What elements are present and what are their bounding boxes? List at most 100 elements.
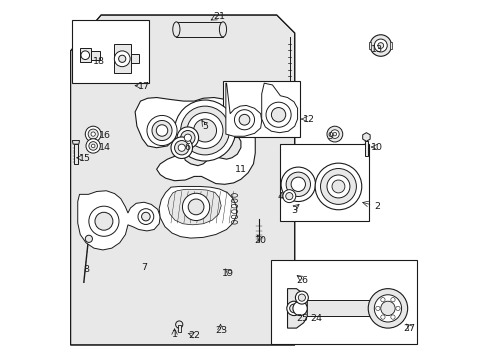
Circle shape (142, 212, 150, 221)
Circle shape (373, 39, 386, 52)
Bar (271, 260, 416, 344)
Circle shape (138, 209, 153, 225)
Circle shape (286, 301, 301, 316)
Circle shape (289, 304, 298, 313)
Circle shape (156, 125, 167, 136)
Circle shape (380, 297, 384, 302)
Circle shape (298, 294, 305, 301)
Circle shape (330, 130, 339, 138)
Text: 19: 19 (222, 269, 234, 278)
Polygon shape (225, 83, 261, 136)
Circle shape (281, 167, 315, 202)
Circle shape (326, 175, 349, 198)
Polygon shape (91, 51, 100, 59)
Text: 8: 8 (83, 265, 89, 274)
Circle shape (88, 129, 98, 139)
Circle shape (271, 108, 285, 122)
Polygon shape (159, 186, 236, 238)
Circle shape (174, 140, 188, 155)
Text: 4: 4 (277, 192, 283, 201)
Text: 25: 25 (295, 314, 307, 323)
Circle shape (147, 116, 177, 145)
Bar (74, 144, 78, 164)
Text: 17: 17 (138, 82, 150, 91)
Circle shape (171, 137, 192, 158)
Polygon shape (167, 189, 221, 225)
Circle shape (177, 127, 198, 148)
Circle shape (285, 193, 292, 200)
Polygon shape (70, 15, 294, 345)
Bar (176, 22, 223, 37)
Circle shape (86, 139, 100, 153)
Text: 11: 11 (234, 165, 246, 174)
Circle shape (320, 168, 356, 204)
Circle shape (119, 55, 125, 62)
Text: 15: 15 (79, 154, 91, 163)
Circle shape (380, 301, 394, 316)
Text: 9: 9 (327, 132, 333, 141)
Circle shape (314, 163, 361, 210)
Circle shape (85, 126, 101, 142)
Polygon shape (287, 289, 306, 328)
Text: 5: 5 (202, 122, 207, 131)
Polygon shape (78, 191, 160, 250)
Ellipse shape (219, 22, 226, 37)
Bar (368, 42, 371, 49)
Polygon shape (261, 83, 297, 133)
Circle shape (282, 190, 295, 203)
Circle shape (285, 172, 310, 197)
Circle shape (326, 126, 342, 142)
Circle shape (180, 131, 195, 145)
Circle shape (187, 113, 223, 148)
Text: 22: 22 (188, 332, 200, 341)
Circle shape (239, 114, 249, 125)
Circle shape (178, 144, 185, 151)
Bar (389, 42, 391, 49)
Circle shape (332, 132, 336, 136)
Circle shape (89, 141, 97, 150)
Circle shape (390, 315, 394, 319)
Polygon shape (362, 133, 369, 141)
Circle shape (180, 106, 229, 155)
Circle shape (91, 144, 95, 148)
Polygon shape (113, 44, 131, 73)
Circle shape (114, 51, 130, 67)
Text: 24: 24 (309, 314, 322, 323)
Bar (364, 141, 367, 156)
Text: 14: 14 (99, 143, 110, 152)
Polygon shape (80, 48, 91, 62)
Circle shape (265, 102, 290, 127)
Circle shape (193, 119, 216, 142)
Circle shape (85, 235, 92, 242)
Bar (294, 300, 400, 316)
Circle shape (174, 100, 235, 161)
Text: 13: 13 (370, 45, 383, 54)
Circle shape (373, 295, 401, 322)
Circle shape (184, 134, 191, 141)
Text: 6: 6 (184, 143, 190, 152)
Text: 18: 18 (93, 57, 105, 66)
Circle shape (390, 297, 394, 302)
Bar (279, 144, 368, 221)
Circle shape (380, 315, 384, 319)
Circle shape (369, 35, 391, 56)
Text: 27: 27 (403, 324, 415, 333)
Circle shape (188, 199, 203, 215)
Text: 26: 26 (295, 276, 307, 285)
Ellipse shape (172, 22, 180, 37)
Text: 12: 12 (303, 115, 314, 124)
Polygon shape (72, 140, 80, 144)
Text: 16: 16 (99, 131, 110, 140)
Text: 20: 20 (254, 237, 266, 246)
Circle shape (331, 180, 344, 193)
Circle shape (95, 212, 113, 230)
Circle shape (234, 110, 254, 130)
Text: 23: 23 (215, 326, 227, 335)
Text: 2: 2 (373, 202, 379, 211)
Bar (72, 21, 148, 83)
Text: 7: 7 (141, 264, 147, 273)
Circle shape (91, 132, 95, 136)
Circle shape (295, 291, 308, 304)
Circle shape (81, 51, 89, 59)
Circle shape (89, 206, 119, 236)
